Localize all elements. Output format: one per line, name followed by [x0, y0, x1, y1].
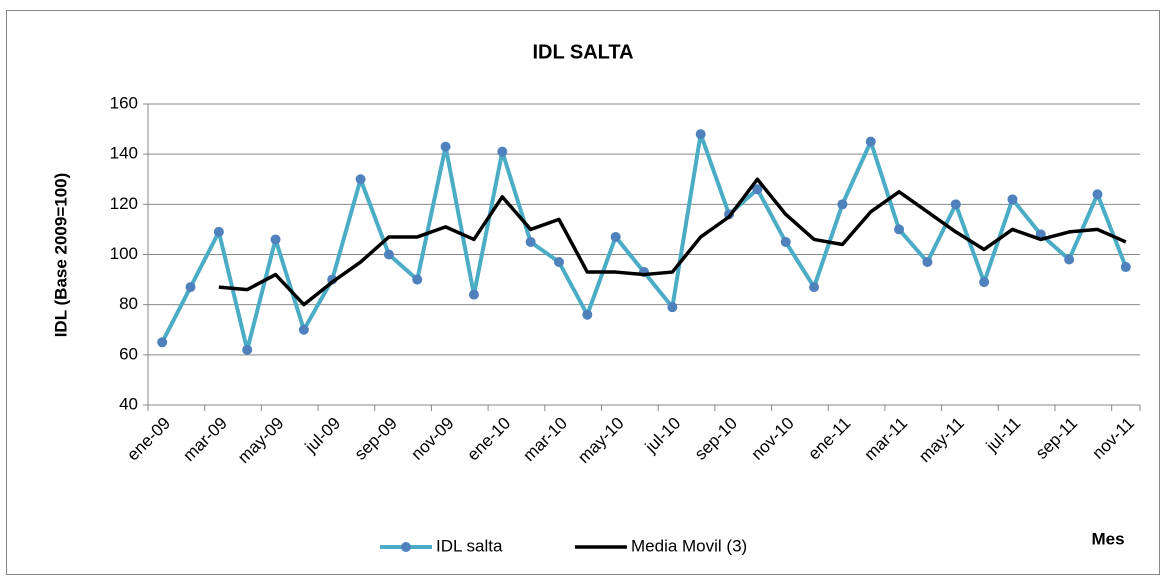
marker — [355, 174, 366, 185]
marker — [922, 257, 933, 268]
marker — [157, 337, 168, 348]
legend-label: Media Movil (3) — [631, 536, 747, 555]
y-tick-label: 160 — [110, 93, 138, 112]
marker — [185, 282, 196, 293]
y-tick-label: 40 — [119, 394, 138, 413]
marker — [894, 224, 905, 235]
marker — [1007, 194, 1018, 205]
marker — [610, 231, 621, 242]
marker — [468, 289, 479, 300]
marker — [383, 249, 394, 260]
marker — [752, 184, 763, 195]
marker — [667, 302, 678, 313]
marker — [780, 236, 791, 247]
marker — [695, 129, 706, 140]
legend-marker — [401, 542, 411, 552]
marker — [440, 141, 451, 152]
marker — [979, 277, 990, 288]
marker — [582, 309, 593, 320]
marker — [1064, 254, 1075, 265]
marker — [270, 234, 281, 245]
marker — [865, 136, 876, 147]
legend-label: IDL salta — [436, 536, 503, 555]
marker — [242, 344, 253, 355]
series-line — [218, 177, 1127, 307]
y-tick-label: 80 — [119, 294, 138, 313]
y-tick-label: 60 — [119, 344, 138, 363]
marker — [837, 199, 848, 210]
marker — [1120, 262, 1131, 273]
marker — [553, 257, 564, 268]
marker — [525, 236, 536, 247]
marker — [213, 226, 224, 237]
y-tick-label: 120 — [110, 194, 138, 213]
y-axis-label: IDL (Base 2009=100) — [51, 173, 70, 338]
marker — [298, 324, 309, 335]
marker — [497, 146, 508, 157]
x-axis-label: Mes — [1091, 529, 1124, 548]
y-tick-label: 100 — [110, 244, 138, 263]
marker — [412, 274, 423, 285]
y-tick-label: 140 — [110, 144, 138, 163]
marker — [1092, 189, 1103, 200]
chart-frame — [6, 10, 1160, 575]
chart-title: IDL SALTA — [532, 41, 633, 63]
marker — [809, 282, 820, 293]
marker — [950, 199, 961, 210]
